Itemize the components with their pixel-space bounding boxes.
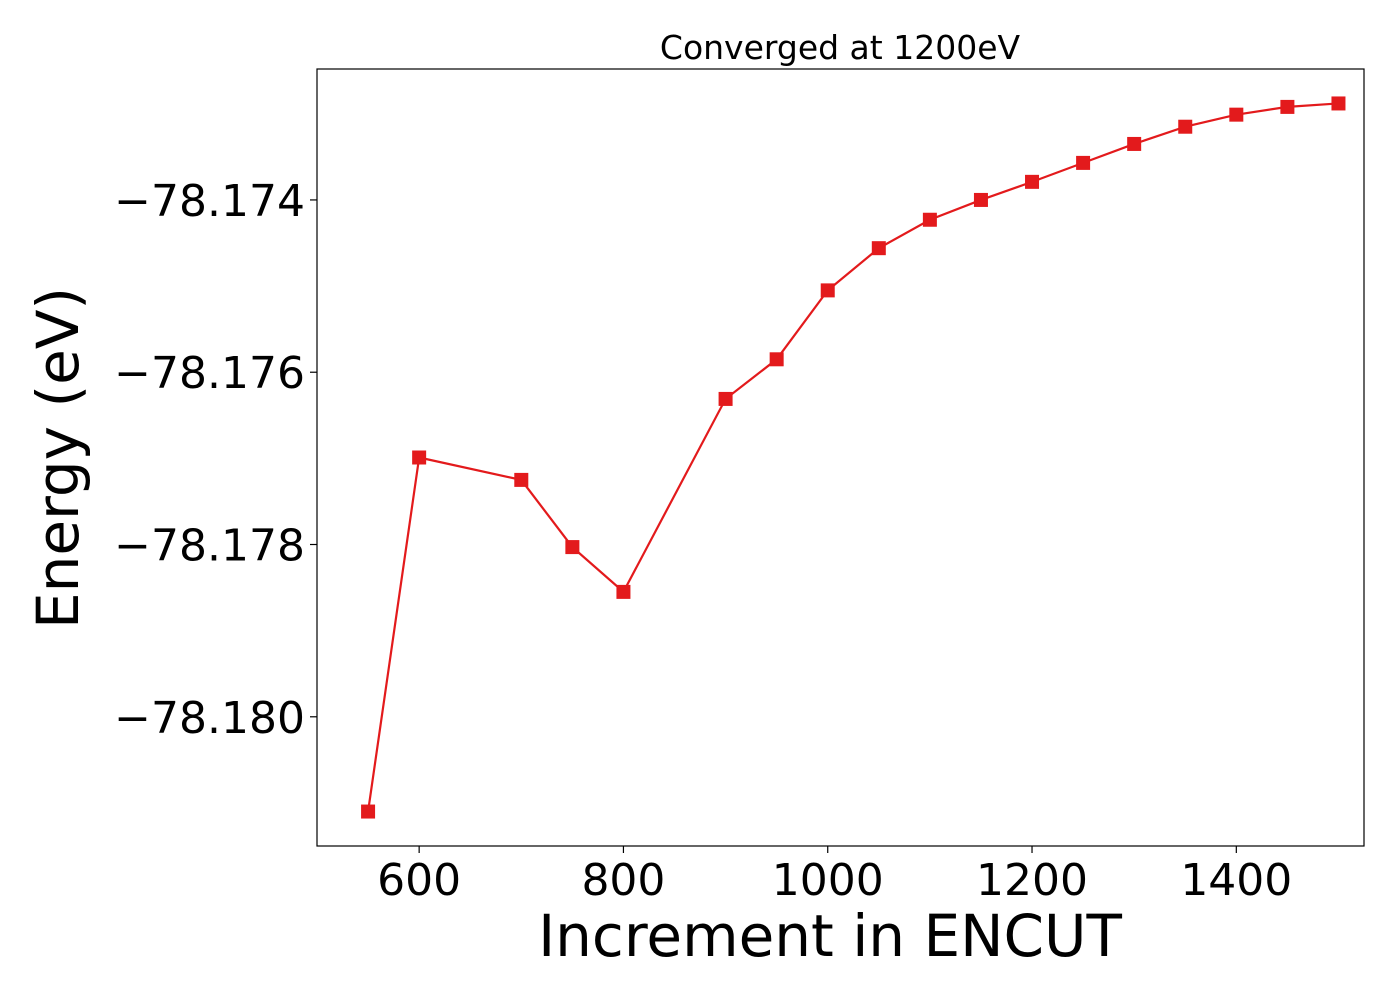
series-line: [366, 102, 1339, 812]
chart-title: Converged at 1200eV: [660, 28, 1021, 67]
plot-area: [316, 68, 1365, 847]
data-point: [514, 472, 529, 487]
x-tick-label: 1000: [772, 855, 884, 906]
data-point: [1229, 107, 1244, 122]
x-axis: 600 800 1000 1200 1400: [377, 846, 1292, 906]
data-point: [616, 584, 631, 599]
data-point: [1280, 99, 1295, 114]
data-point: [871, 241, 886, 256]
data-point: [1127, 136, 1142, 151]
data-point: [1178, 119, 1193, 134]
y-tick-label: −78.174: [114, 176, 305, 227]
data-point: [973, 192, 988, 207]
data-point: [1331, 96, 1346, 111]
x-axis-label: Increment in ENCUT: [538, 902, 1122, 970]
data-point: [412, 450, 427, 465]
y-axis-label: Energy (eV): [24, 287, 92, 629]
x-tick-label: 600: [377, 855, 461, 906]
x-tick-label: 1400: [1180, 855, 1292, 906]
y-tick-label: −78.180: [114, 693, 305, 744]
series-layer: [361, 96, 1346, 819]
data-point: [1025, 174, 1040, 189]
data-point: [769, 352, 784, 367]
y-tick-label: −78.178: [114, 521, 305, 572]
data-point: [718, 391, 733, 406]
x-tick-label: 800: [581, 855, 665, 906]
x-tick-label: 1200: [976, 855, 1088, 906]
data-point: [1076, 155, 1091, 170]
data-point: [361, 804, 376, 819]
y-tick-label: −78.176: [114, 348, 305, 399]
data-point: [922, 212, 937, 227]
data-point: [820, 283, 835, 298]
data-point: [565, 540, 580, 555]
y-axis: −78.174 −78.176 −78.178 −78.180: [114, 176, 317, 744]
